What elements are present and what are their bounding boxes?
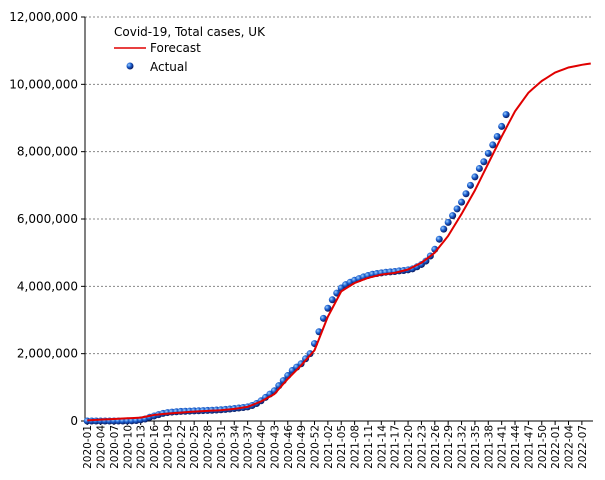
y-tick-label: 10,000,000: [9, 77, 78, 91]
x-tick-label: 2020-40: [256, 425, 268, 469]
x-tick-label: 2021-08: [350, 425, 362, 469]
actual-point: [422, 257, 430, 265]
x-tick-label: 2021-05: [336, 425, 348, 469]
y-tick-label: 0: [70, 414, 78, 428]
actual-point: [453, 205, 461, 213]
actual-point: [498, 122, 506, 130]
x-tick-label: 2020-16: [149, 425, 161, 469]
x-tick-label: 2022-01: [550, 425, 562, 469]
x-tick-label: 2020-01: [82, 425, 94, 469]
actual-point: [458, 198, 466, 206]
actual-point: [489, 141, 497, 149]
x-tick-label: 2020-43: [269, 425, 281, 469]
forecast-line: [87, 62, 591, 422]
x-tick-label: 2021-35: [470, 425, 482, 469]
x-tick-label: 2020-04: [96, 425, 108, 469]
x-tick-label: 2020-37: [243, 425, 255, 469]
actual-point: [484, 149, 492, 157]
actual-point: [328, 296, 336, 304]
grid: 0 2,000,000 4,000,000 6,000,000 8,000,000 10,…: [9, 10, 593, 469]
x-tick-label: 2021-44: [510, 425, 522, 469]
x-tick-label: 2021-29: [443, 425, 455, 469]
y-tick-label: 12,000,000: [9, 10, 78, 24]
actual-point: [324, 304, 332, 312]
actual-point: [471, 173, 479, 181]
x-tick-label: 2022-04: [563, 425, 575, 469]
x-tick-label: 2020-52: [309, 425, 321, 469]
x-tick-label: 2021-23: [416, 425, 428, 469]
legend-label: Actual: [150, 60, 188, 74]
actual-point: [475, 165, 483, 172]
y-tick-label: 8,000,000: [17, 145, 78, 159]
y-tick-label: 2,000,000: [17, 347, 78, 361]
marks: [83, 62, 591, 425]
x-tick-label: 2020-31: [216, 425, 228, 469]
x-tick-label: 2020-07: [109, 425, 121, 469]
actual-point: [435, 235, 443, 243]
actual-point: [462, 190, 470, 198]
x-tick-label: 2021-26: [430, 425, 442, 469]
actual-point: [466, 181, 474, 189]
legend-swatch: [126, 62, 134, 70]
x-tick-label: 2020-13: [136, 425, 148, 469]
legend: Covid-19, Total cases, UK Forecast Actua…: [114, 25, 266, 74]
x-tick-label: 2021-41: [497, 425, 509, 469]
y-tick-label: 4,000,000: [17, 279, 78, 293]
x-tick-label: 2021-17: [390, 425, 402, 469]
x-tick-label: 2021-38: [483, 425, 495, 469]
actual-point: [440, 225, 448, 233]
x-tick-label: 2020-22: [176, 425, 188, 469]
x-tick-label: 2020-28: [203, 425, 215, 469]
x-tick-label: 2020-49: [296, 425, 308, 469]
x-tick-label: 2021-32: [457, 425, 469, 469]
actual-point: [319, 314, 327, 322]
x-tick-label: 2021-14: [376, 425, 388, 469]
x-tick-label: 2021-20: [403, 425, 415, 469]
x-tick-label: 2020-34: [229, 425, 241, 469]
x-tick-label: 2020-19: [162, 425, 174, 469]
x-tick-label: 2021-11: [363, 425, 375, 469]
x-tick-label: 2021-50: [537, 425, 549, 469]
x-tick-label: 2020-25: [189, 425, 201, 469]
x-tick-label: 2021-02: [323, 425, 335, 469]
actual-point: [444, 218, 452, 226]
y-tick-label: 6,000,000: [17, 212, 78, 226]
actual-point: [449, 212, 457, 220]
actual-point: [480, 158, 488, 166]
chart-title: Covid-19, Total cases, UK: [114, 25, 266, 39]
x-tick-label: 2021-47: [523, 425, 535, 469]
x-tick-label: 2020-46: [283, 425, 295, 469]
actual-point: [493, 133, 501, 141]
x-tick-label: 2022-07: [577, 425, 589, 469]
legend-label: Forecast: [150, 41, 201, 55]
x-tick-label: 2020-10: [122, 425, 134, 469]
actual-point: [502, 111, 510, 119]
